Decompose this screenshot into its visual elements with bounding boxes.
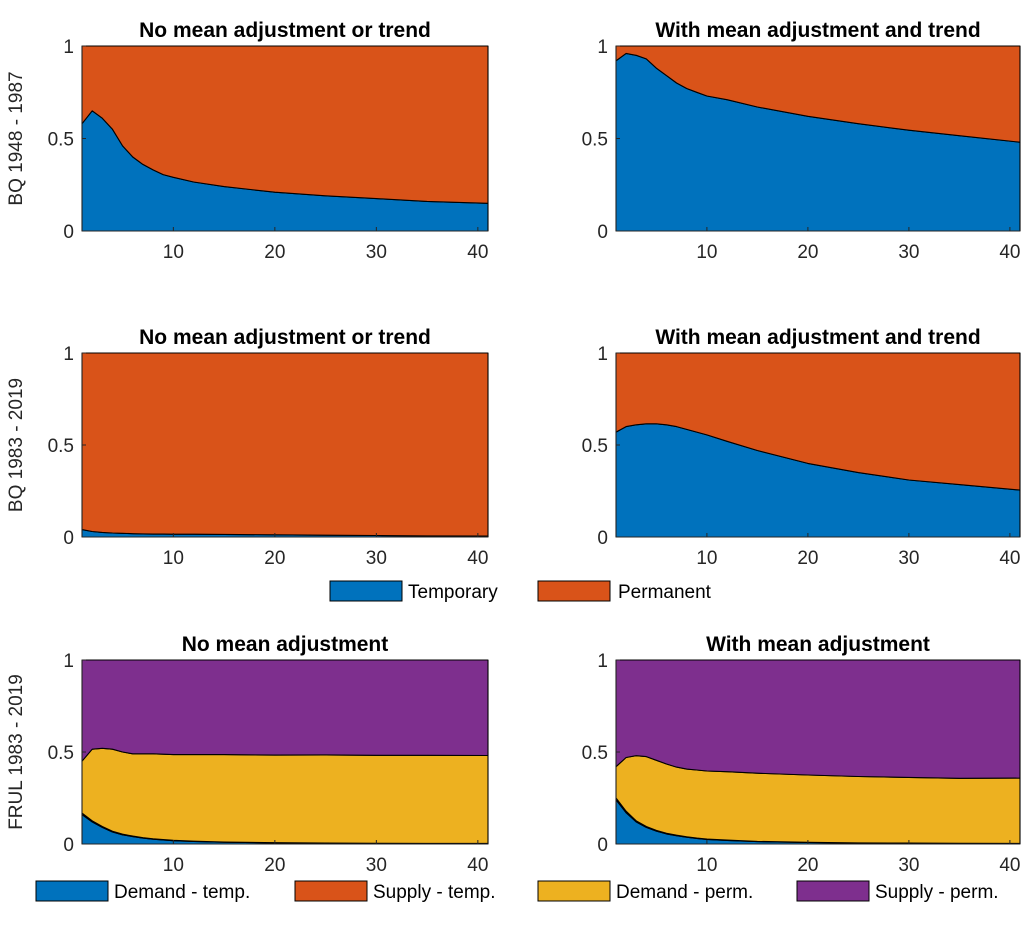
x-tick-label: 20: [264, 548, 285, 569]
x-tick-label: 30: [366, 242, 387, 263]
area-permanent: [615, 45, 1021, 143]
subplot-5: 10 20 30 40 0 0.5 1 No mean adjustment FRUL 1983…: [6, 633, 489, 876]
y-tick-label: 0.5: [582, 436, 608, 457]
subplot-3: 10 20 30 40 0 0.5 1 No mean adjustment or trend…: [6, 326, 489, 569]
legend-swatch-supply-temp: [294, 880, 368, 902]
y-tick-label: 1: [63, 651, 74, 672]
subplot-title: With mean adjustment and trend: [655, 326, 980, 349]
area-supply-perm: [81, 659, 489, 762]
y-tick-label: 0.5: [582, 130, 608, 151]
y-tick-label: 1: [597, 344, 608, 365]
legend-label-demand-perm: Demand - perm.: [616, 882, 753, 903]
legend-label-temporary: Temporary: [408, 582, 498, 603]
area-permanent: [81, 352, 489, 537]
y-tick-label: 1: [597, 37, 608, 58]
legend-swatch-supply-perm: [796, 880, 870, 902]
legend-swatch-demand-temp: [35, 880, 109, 902]
legend-label-supply-temp: Supply - temp.: [373, 882, 496, 903]
subplot-title: No mean adjustment: [182, 633, 389, 656]
x-tick-label: 10: [163, 242, 184, 263]
x-tick-label: 10: [696, 548, 717, 569]
legend-label-supply-perm: Supply - perm.: [875, 882, 999, 903]
legend-swatch-permanent: [537, 580, 611, 602]
x-tick-label: 20: [264, 242, 285, 263]
y-tick-label: 1: [63, 37, 74, 58]
area-demand-perm: [81, 747, 489, 844]
y-tick-label: 0: [597, 835, 608, 856]
y-tick-label: 0: [63, 528, 74, 549]
y-tick-label: 1: [597, 651, 608, 672]
legend-swatch-temporary: [329, 580, 403, 602]
area-supply-perm: [615, 659, 1021, 779]
x-tick-label: 10: [696, 855, 717, 876]
x-tick-label: 20: [797, 242, 818, 263]
subplot-4: 10 20 30 40 0 0.5 1 With mean adjustment and tr…: [582, 326, 1021, 569]
x-tick-label: 40: [999, 548, 1020, 569]
x-tick-label: 20: [797, 548, 818, 569]
subplot-6: 10 20 30 40 0 0.5 1 With mean adjustment: [582, 633, 1021, 876]
x-tick-label: 30: [898, 855, 919, 876]
row-label: FRUL 1983 - 2019: [6, 674, 27, 830]
x-tick-label: 10: [696, 242, 717, 263]
legend-temporary-permanent: Temporary Permanent: [329, 580, 712, 603]
y-tick-label: 0: [63, 222, 74, 243]
x-tick-label: 10: [163, 548, 184, 569]
subplot-title: No mean adjustment or trend: [139, 326, 431, 349]
legend-label-permanent: Permanent: [618, 582, 712, 603]
x-tick-label: 40: [467, 242, 488, 263]
subplot-title: With mean adjustment: [706, 633, 930, 656]
x-tick-label: 30: [898, 242, 919, 263]
area-permanent: [615, 352, 1021, 491]
row-label: BQ 1983 - 2019: [6, 378, 27, 512]
y-tick-label: 0.5: [582, 743, 608, 764]
y-tick-label: 0: [597, 528, 608, 549]
legend-components: Demand - temp. Supply - temp. Demand - per…: [35, 880, 999, 903]
area-permanent: [81, 45, 489, 204]
x-tick-label: 10: [163, 855, 184, 876]
subplot-2: 10 20 30 40 0 0.5 1 With mean adjustment and tr…: [582, 19, 1021, 263]
y-tick-label: 0: [597, 222, 608, 243]
x-tick-label: 40: [467, 855, 488, 876]
subplot-1: 10 20 30 40 0 0.5 1 No mean adjustment or trend…: [6, 19, 489, 263]
x-tick-label: 40: [467, 548, 488, 569]
x-tick-label: 20: [264, 855, 285, 876]
subplot-title: No mean adjustment or trend: [139, 19, 431, 42]
x-tick-label: 30: [366, 855, 387, 876]
y-tick-label: 0: [63, 835, 74, 856]
x-tick-label: 30: [898, 548, 919, 569]
y-tick-label: 1: [63, 344, 74, 365]
subplot-title: With mean adjustment and trend: [655, 19, 980, 42]
x-tick-label: 40: [999, 855, 1020, 876]
y-tick-label: 0.5: [48, 130, 74, 151]
x-tick-label: 30: [366, 548, 387, 569]
x-tick-label: 40: [999, 242, 1020, 263]
legend-label-demand-temp: Demand - temp.: [114, 882, 250, 903]
y-tick-label: 0.5: [48, 743, 74, 764]
legend-swatch-demand-perm: [537, 880, 611, 902]
y-tick-label: 0.5: [48, 436, 74, 457]
row-label: BQ 1948 - 1987: [6, 71, 27, 205]
x-tick-label: 20: [797, 855, 818, 876]
